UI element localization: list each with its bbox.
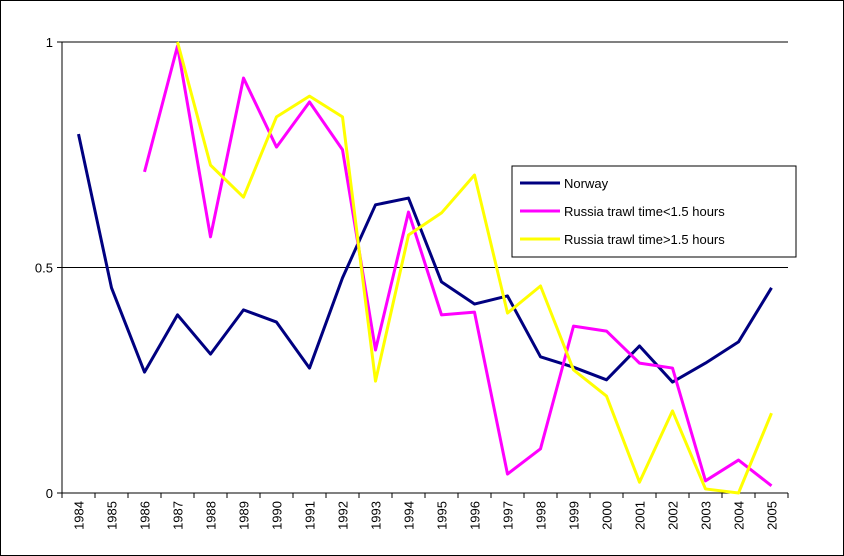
x-tick-label: 2000 [600,501,615,530]
x-tick-label: 1994 [402,501,417,530]
x-tick-label: 1993 [369,501,384,530]
x-tick-label: 1990 [270,501,285,530]
legend-label: Norway [564,176,609,191]
x-tick-label: 1986 [138,501,153,530]
x-tick-label: 1989 [237,501,252,530]
x-tick-label: 1988 [204,501,219,530]
x-tick-label: 1984 [72,501,87,530]
x-tick-label: 1991 [303,501,318,530]
x-tick-label: 1985 [105,501,120,530]
x-tick-label: 2003 [699,501,714,530]
x-tick-label: 1992 [336,501,351,530]
x-tick-label: 1998 [534,501,549,530]
y-tick-label: 1 [46,35,53,50]
series-line [77,133,773,384]
x-tick-label: 2002 [666,501,681,530]
series-line [143,44,773,487]
x-tick-label: 1995 [435,501,450,530]
x-tick-label: 2004 [732,501,747,530]
x-tick-label: 2001 [633,501,648,530]
x-tick-label: 1996 [468,501,483,530]
y-tick-label: 0 [46,486,53,501]
x-tick-label: 1987 [171,501,186,530]
legend-label: Russia trawl time>1.5 hours [564,232,725,247]
y-tick-label: 0.5 [35,261,53,276]
x-tick-label: 1997 [501,501,516,530]
x-tick-label: 2005 [765,501,780,530]
legend-label: Russia trawl time<1.5 hours [564,204,725,219]
x-tick-label: 1999 [567,501,582,530]
series-line [176,41,773,495]
